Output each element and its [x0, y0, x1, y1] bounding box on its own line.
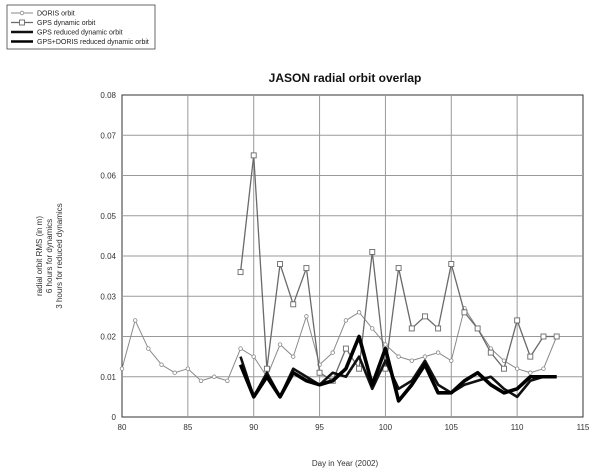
chart-title: JASON radial orbit overlap: [269, 71, 422, 85]
plot-area: 80 85 90 95 100 105 110 115 0 0.01 0.02 0.03 0.04 0.…: [100, 91, 590, 432]
x-tick-label: 105: [445, 423, 459, 432]
data-point: [449, 358, 454, 363]
x-axis-ticks: 80 85 90 95 100 105 110 115: [118, 423, 590, 432]
y-tick-label: 0.02: [100, 333, 116, 342]
data-point: [159, 362, 164, 367]
y-tick-label: 0.08: [100, 91, 116, 100]
y-axis-label: radial orbit RMS (in m) 6 hours for dyna…: [35, 203, 64, 308]
x-tick-label: 80: [118, 423, 127, 432]
y-tick-label: 0: [112, 413, 117, 422]
data-point: [422, 354, 428, 359]
data-point: [514, 317, 521, 324]
data-point: [356, 365, 363, 372]
data-point: [330, 350, 335, 355]
data-point: [250, 152, 257, 159]
data-point: [238, 346, 243, 351]
data-point: [291, 354, 296, 359]
legend-label: GPS dynamic orbit: [37, 20, 95, 27]
data-point: [395, 265, 402, 272]
series-line-3: [239, 355, 557, 399]
data-point: [172, 370, 177, 375]
data-point: [263, 365, 270, 372]
data-point: [343, 318, 349, 323]
data-point: [303, 265, 310, 272]
legend: DORIS orbit GPS dynamic orbit GPS reduced …: [6, 4, 156, 50]
data-point: [448, 261, 455, 267]
data-point: [225, 378, 230, 383]
data-point: [501, 365, 507, 372]
y-tick-label: 0.03: [100, 292, 116, 301]
series-layer: [119, 152, 560, 403]
data-point: [356, 310, 362, 315]
data-point: [198, 378, 204, 383]
legend-label: GPS+DORIS reduced dynamic orbit: [37, 39, 149, 46]
data-point: [304, 314, 309, 319]
data-point: [277, 342, 283, 347]
data-point: [146, 346, 151, 351]
data-point: [290, 301, 297, 308]
data-point: [251, 354, 256, 359]
data-point: [185, 366, 191, 371]
data-point: [119, 366, 125, 371]
data-point: [514, 366, 520, 371]
x-axis-label: Day in Year (2002): [312, 459, 379, 468]
y-axis-label-line-3: 3 hours for reduced dynamics: [55, 203, 64, 308]
data-point: [487, 349, 494, 356]
data-point: [435, 350, 441, 355]
data-point: [237, 269, 244, 276]
x-tick-label: 85: [183, 423, 192, 432]
x-tick-label: 95: [315, 423, 324, 432]
data-point: [316, 369, 323, 376]
data-point: [461, 309, 468, 316]
data-point: [277, 261, 284, 267]
data-point: [369, 249, 376, 255]
data-point: [132, 318, 138, 323]
data-point: [474, 325, 481, 332]
data-point: [553, 333, 560, 340]
y-tick-label: 0.07: [100, 131, 116, 140]
data-point: [421, 313, 428, 320]
data-point: [409, 358, 414, 363]
legend-label: GPS reduced dynamic orbit: [37, 30, 123, 37]
y-tick-label: 0.06: [100, 172, 116, 181]
legend-marker: [19, 19, 25, 26]
x-tick-label: 115: [577, 423, 590, 432]
x-tick-label: 100: [379, 423, 393, 432]
data-point: [342, 345, 349, 352]
series-line-1: [121, 307, 558, 382]
data-point: [527, 353, 534, 360]
data-point: [211, 374, 217, 379]
data-point: [408, 325, 415, 332]
data-point: [540, 333, 547, 340]
y-axis-label-line-1: radial orbit RMS (in m): [35, 216, 44, 296]
series-line-4: [238, 334, 557, 403]
legend-marker: [19, 10, 25, 16]
x-tick-label: 110: [511, 423, 524, 432]
data-point: [383, 342, 388, 347]
data-point: [435, 325, 442, 332]
legend-label: DORIS orbit: [37, 11, 75, 18]
data-point: [528, 370, 533, 375]
x-tick-label: 90: [249, 423, 258, 432]
y-axis-label-line-2: 6 hours for dynamics: [45, 219, 54, 293]
y-tick-label: 0.04: [100, 252, 116, 261]
data-point: [396, 354, 401, 359]
data-point: [370, 326, 375, 331]
data-point: [541, 366, 546, 371]
y-axis-ticks: 0 0.01 0.02 0.03 0.04 0.05 0.06 0.07 0.08: [100, 91, 116, 422]
y-tick-label: 0.05: [100, 212, 116, 221]
y-tick-label: 0.01: [100, 373, 116, 382]
